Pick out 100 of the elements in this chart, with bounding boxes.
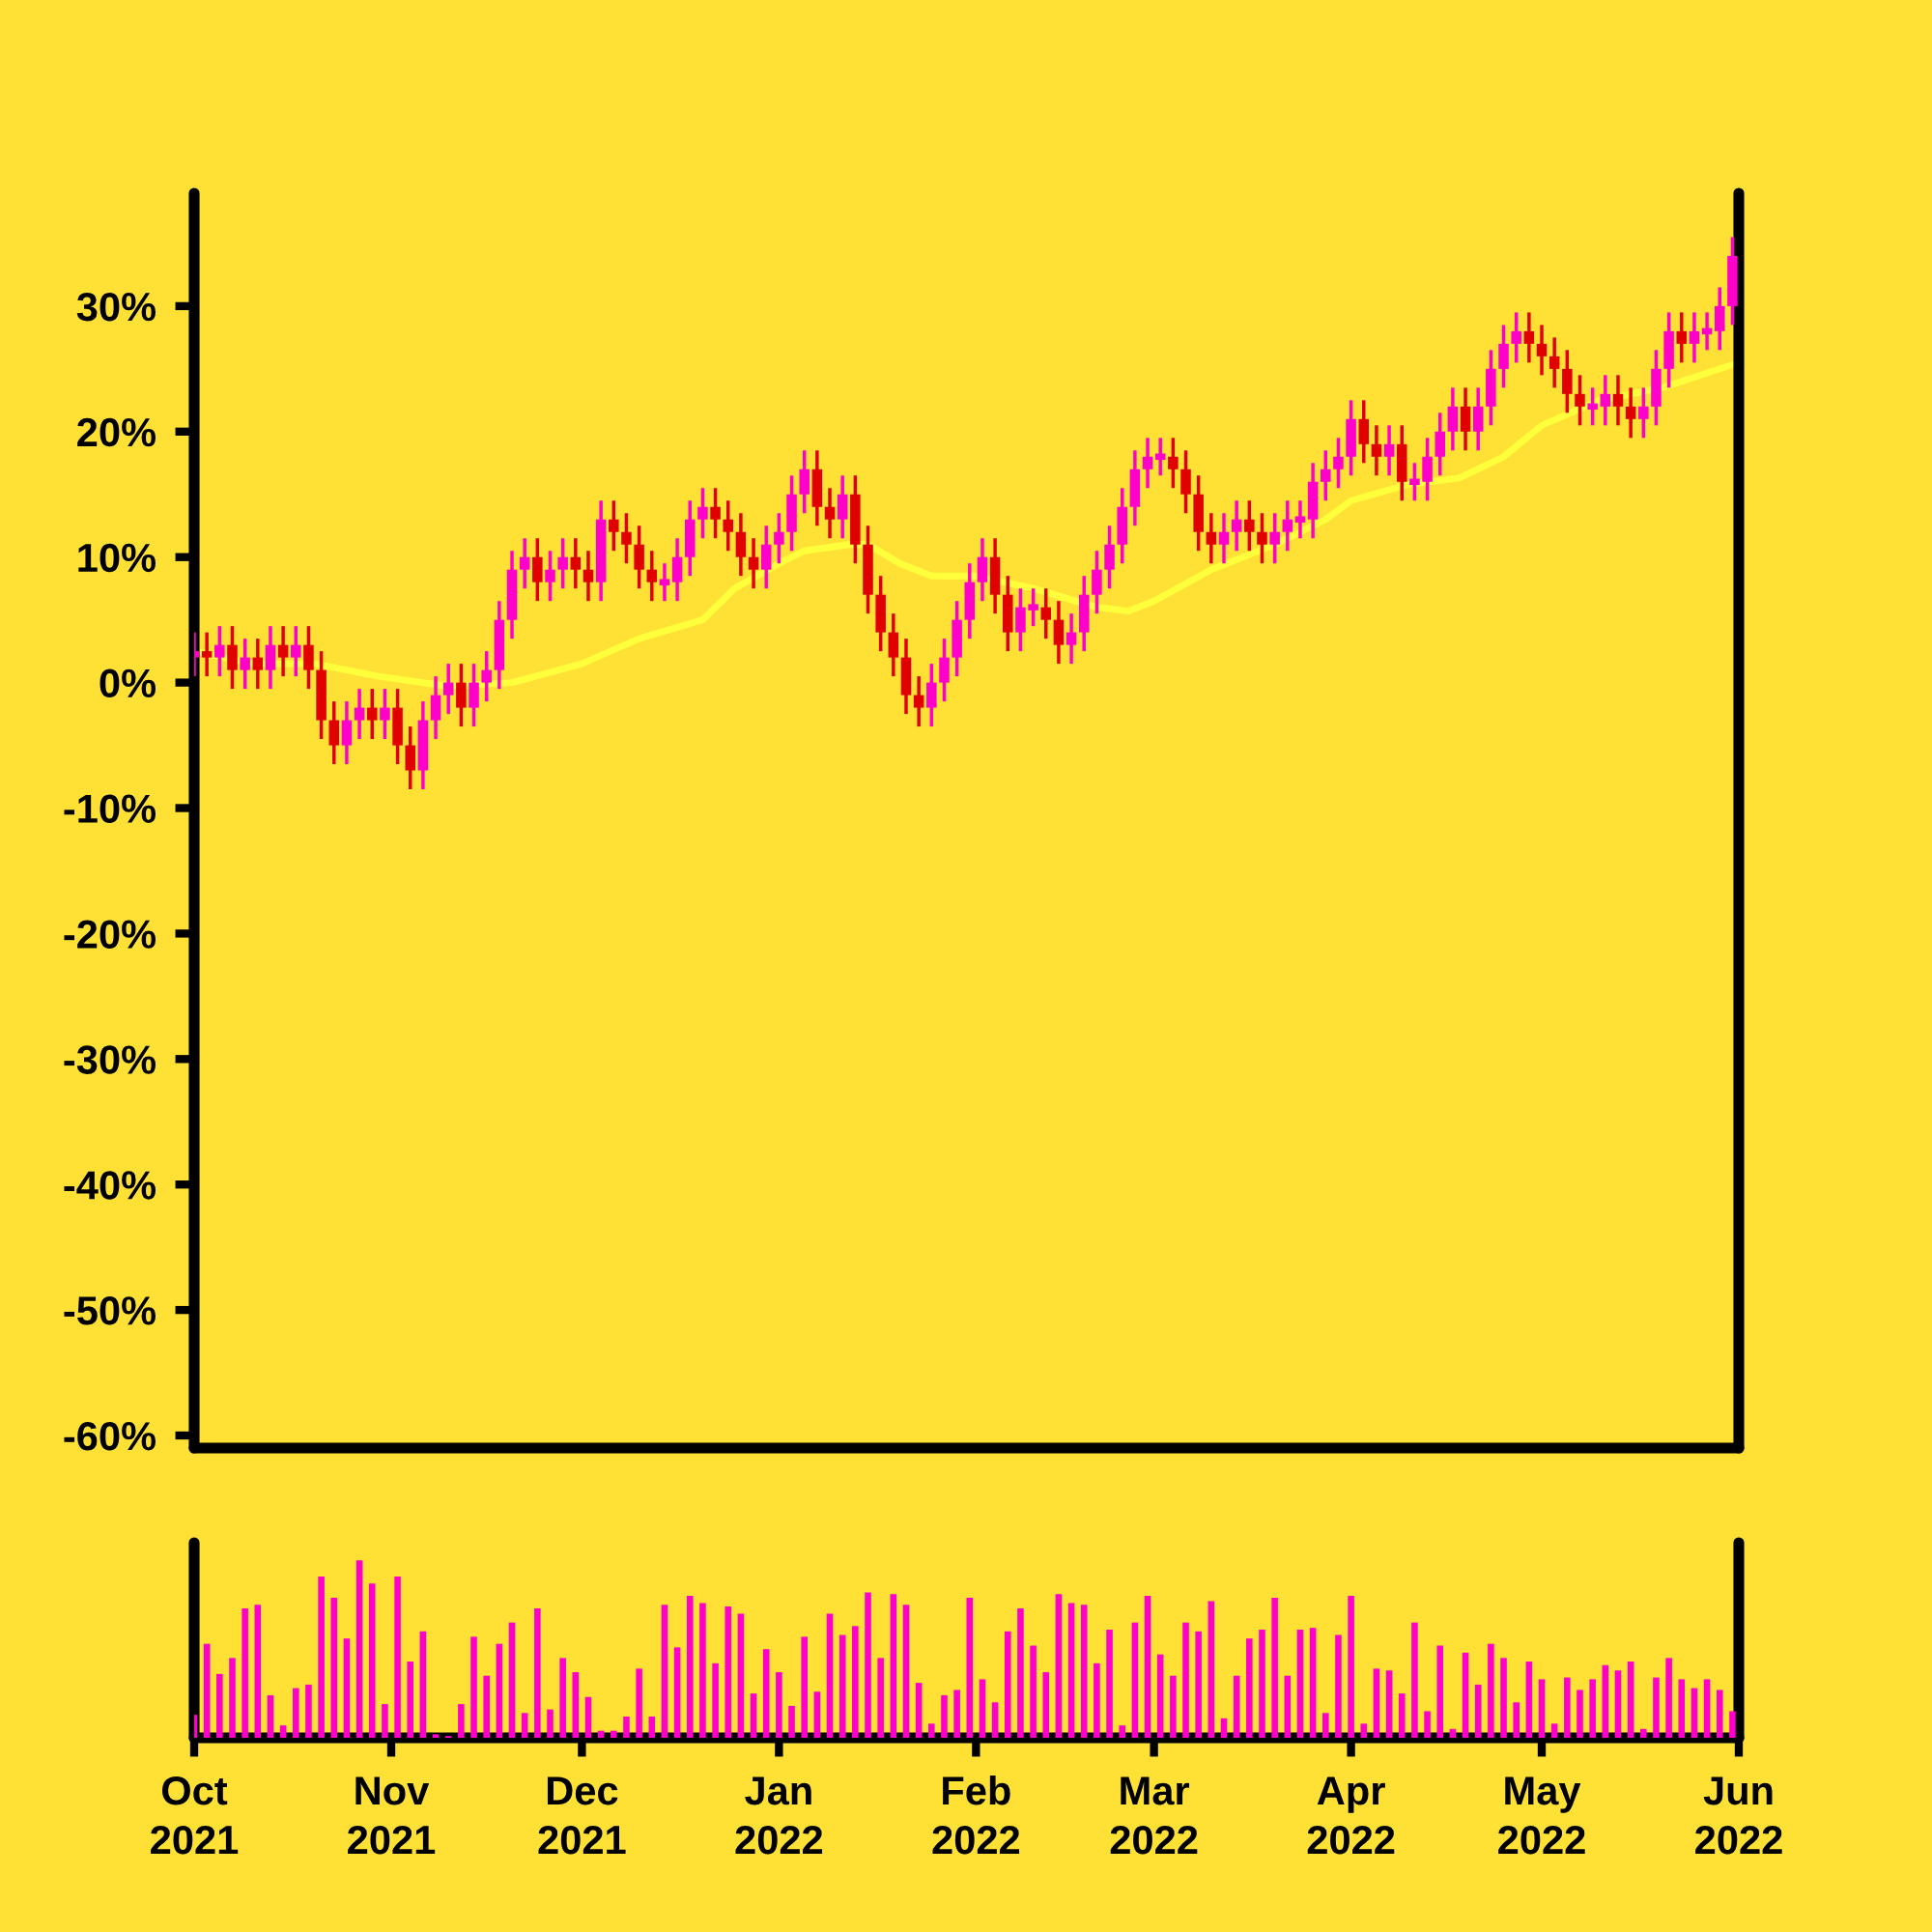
x-tick-label: Dec 2021 (538, 1776, 626, 1855)
x-tick-label: Feb 2022 (932, 1775, 1020, 1855)
bar (1424, 1711, 1431, 1738)
y-tick-label: 0% (99, 668, 156, 698)
candlestick (1218, 513, 1230, 564)
candlestick (201, 632, 213, 678)
bar (1678, 1679, 1686, 1738)
bar (724, 1606, 732, 1738)
y-tick-label: -40% (64, 1171, 156, 1200)
bar (1296, 1629, 1304, 1738)
candlestick (1689, 312, 1700, 363)
bar (432, 1734, 440, 1738)
y-tick-label: -20% (64, 920, 156, 949)
bar (1017, 1607, 1024, 1738)
candlestick (1409, 463, 1420, 501)
candlestick (1612, 375, 1624, 426)
y-tick-label: 10% (78, 543, 156, 573)
candlestick (774, 513, 784, 564)
bar (673, 1647, 681, 1738)
bar (1653, 1677, 1660, 1738)
bar (1690, 1688, 1698, 1738)
bar (242, 1607, 248, 1738)
bar (1348, 1596, 1354, 1738)
bar (991, 1702, 999, 1738)
bar (216, 1673, 223, 1738)
candlestick (442, 664, 454, 716)
candlestick (1625, 387, 1636, 439)
bar (1182, 1622, 1189, 1738)
bar (1170, 1675, 1177, 1738)
bar (1398, 1693, 1406, 1738)
bar (1004, 1631, 1011, 1738)
candlestick (1575, 375, 1585, 426)
bar (1030, 1645, 1037, 1738)
bar (1144, 1596, 1151, 1738)
bar (559, 1658, 566, 1738)
bar (928, 1723, 935, 1738)
bar (1067, 1603, 1075, 1738)
bar (1627, 1662, 1634, 1738)
candlestick (1523, 312, 1535, 363)
bar (712, 1662, 719, 1738)
bar (877, 1658, 884, 1738)
bar (1411, 1622, 1418, 1738)
bar (1640, 1728, 1647, 1738)
bar (686, 1596, 694, 1738)
candlestick (1548, 337, 1560, 388)
y-tick-label: 30% (76, 292, 156, 322)
candlestick (1168, 438, 1179, 489)
bar (1156, 1654, 1164, 1738)
bar (343, 1638, 351, 1738)
bar (305, 1684, 312, 1738)
x-tick-label: May 2022 (1498, 1776, 1585, 1855)
candlestick (1638, 387, 1649, 439)
bar (203, 1643, 211, 1738)
x-tick-label: Apr 2022 (1307, 1776, 1395, 1855)
bar (737, 1613, 745, 1738)
bar (229, 1658, 236, 1738)
bar (1729, 1711, 1736, 1738)
candlestick (252, 639, 264, 691)
candlestick (1333, 438, 1344, 489)
candlestick (1383, 425, 1395, 476)
bar (419, 1631, 427, 1738)
candlestick (1536, 325, 1548, 376)
bar (355, 1560, 363, 1738)
candlestick (557, 538, 568, 589)
bar (1094, 1662, 1100, 1738)
bar (1665, 1658, 1672, 1738)
bar (1525, 1662, 1533, 1738)
bar (902, 1605, 910, 1738)
bar (890, 1594, 897, 1738)
bar (865, 1592, 871, 1738)
candlestick (1142, 438, 1153, 489)
bar (458, 1704, 465, 1738)
bar (1716, 1690, 1723, 1738)
bar (496, 1643, 503, 1738)
bar (1436, 1645, 1444, 1738)
candlestick (354, 689, 365, 741)
bar (1513, 1702, 1520, 1738)
candlestick (1600, 375, 1611, 426)
bar (1321, 1713, 1329, 1738)
candlestick (1231, 500, 1242, 552)
bar (1208, 1601, 1215, 1738)
bar (483, 1675, 490, 1738)
bar (1195, 1631, 1202, 1738)
bar (394, 1576, 401, 1738)
bar (979, 1679, 986, 1738)
x-tick-label: Jun 2022 (1695, 1776, 1782, 1855)
candlestick (621, 513, 632, 564)
bar (852, 1626, 859, 1738)
bar (788, 1705, 795, 1738)
bar (572, 1672, 580, 1738)
bar (1564, 1677, 1571, 1738)
x-tick-label: Nov 2021 (348, 1776, 436, 1855)
candlestick (1587, 387, 1598, 426)
bar (1131, 1622, 1139, 1738)
bar (1462, 1652, 1469, 1738)
bar (1284, 1675, 1292, 1738)
bar (776, 1672, 782, 1738)
bar (1538, 1679, 1546, 1738)
bar (1474, 1684, 1482, 1738)
candlestick (545, 551, 555, 602)
